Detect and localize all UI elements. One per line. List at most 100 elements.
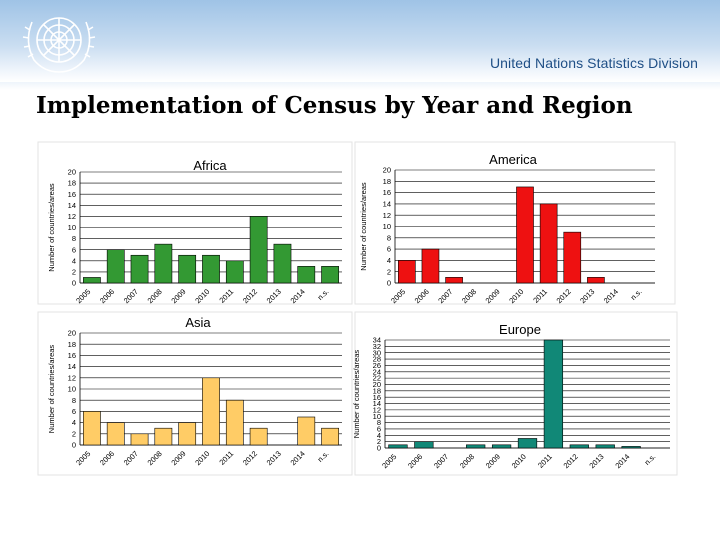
bar-2009 [178, 422, 197, 446]
y-tick-label: 20 [68, 329, 76, 338]
y-axis-label: Number of countries/areas [47, 183, 56, 272]
bar-2010 [202, 377, 220, 446]
header-fade [0, 82, 720, 90]
y-tick-label: 8 [377, 418, 381, 427]
y-tick-label: 2 [72, 429, 76, 438]
bar-ns [321, 427, 339, 446]
bar-2014 [621, 446, 641, 449]
slide-title: Implementation of Census by Year and Reg… [36, 92, 633, 119]
chart-panel [37, 311, 353, 476]
bar-2006 [414, 441, 434, 449]
bar-2009 [491, 444, 512, 449]
y-axis-label: Number of countries/areas [352, 350, 361, 439]
bar-2010 [516, 186, 534, 284]
bar-2006 [421, 248, 440, 284]
bar-2011 [225, 260, 244, 284]
un-emblem-icon [22, 17, 96, 73]
y-tick-label: 16 [373, 393, 381, 402]
y-tick-label: 20 [68, 168, 76, 177]
y-axis-label: Number of countries/areas [359, 182, 368, 271]
bar-2012 [249, 427, 268, 446]
header-band [0, 0, 720, 82]
y-tick-label: 18 [68, 179, 76, 188]
bar-2014 [297, 266, 316, 284]
y-tick-label: 4 [377, 431, 381, 440]
chart-europe: 0246810121416182022242628303234EuropeNum… [352, 311, 678, 476]
y-tick-label: 14 [383, 200, 391, 209]
y-tick-label: 18 [383, 177, 391, 186]
bar-2013 [273, 243, 292, 284]
y-tick-label: 32 [373, 342, 381, 351]
y-tick-label: 6 [72, 407, 76, 416]
bar-2005 [398, 260, 416, 284]
y-tick-label: 6 [387, 245, 391, 254]
y-tick-label: 18 [373, 386, 381, 395]
bar-2006 [106, 422, 125, 446]
y-tick-label: 34 [373, 336, 381, 345]
y-tick-label: 16 [68, 190, 76, 199]
bar-2007 [130, 254, 149, 284]
y-tick-label: 8 [72, 234, 76, 243]
y-tick-label: 14 [68, 201, 76, 210]
y-tick-label: 6 [72, 245, 76, 254]
bar-2006 [106, 249, 125, 284]
bar-2012 [563, 231, 582, 284]
chart-africa: 0 2 4 6 8 10 12 14 16 18 20 Africa Number of countri… [37, 141, 353, 305]
bar-2005 [388, 444, 408, 449]
y-tick-label: 20 [373, 380, 381, 389]
y-tick-label: 10 [383, 222, 391, 231]
y-tick-label: 12 [373, 405, 381, 414]
y-tick-label: 6 [377, 425, 381, 434]
bar-2008 [154, 427, 173, 446]
bar-2010 [517, 438, 538, 449]
y-tick-label: 4 [72, 256, 76, 265]
chart-america: 0 2 4 6 8 10 12 14 16 18 20 America Number of countr… [354, 141, 676, 305]
y-tick-label: 28 [373, 355, 381, 364]
y-tick-label: 12 [68, 373, 76, 382]
chart-title: Africa [193, 158, 227, 173]
bar-2010 [202, 254, 220, 284]
y-tick-label: 16 [68, 351, 76, 360]
bar-ns [321, 266, 339, 284]
chart-title: Europe [499, 322, 541, 337]
y-tick-label: 0 [377, 444, 381, 453]
chart-asia: 0 2 4 6 8 10 12 14 16 18 20 Asia Number of countries… [37, 311, 353, 476]
bar-2011 [225, 399, 244, 446]
bar-2005 [83, 277, 101, 284]
bar-2008 [154, 243, 173, 284]
y-tick-label: 2 [72, 268, 76, 277]
y-tick-label: 4 [387, 256, 391, 265]
bar-2007 [130, 433, 149, 446]
bar-2012 [249, 216, 268, 284]
bar-2011 [543, 339, 564, 449]
y-tick-label: 10 [373, 412, 381, 421]
y-tick-label: 2 [377, 437, 381, 446]
y-tick-label: 8 [387, 233, 391, 242]
bar-2007 [445, 277, 463, 284]
organization-name: United Nations Statistics Division [489, 55, 698, 71]
y-tick-label: 10 [68, 223, 76, 232]
bar-2009 [178, 254, 197, 284]
y-tick-label: 8 [72, 396, 76, 405]
y-tick-label: 14 [373, 399, 381, 408]
y-tick-label: 24 [373, 367, 381, 376]
chart-title: America [489, 152, 537, 167]
bar-2011 [539, 203, 558, 284]
bar-2008 [466, 444, 486, 449]
chart-title: Asia [185, 315, 211, 330]
y-tick-label: 14 [68, 362, 76, 371]
y-tick-label: 12 [383, 211, 391, 220]
y-tick-label: 20 [383, 166, 391, 175]
bar-2005 [83, 411, 101, 446]
y-tick-label: 12 [68, 212, 76, 221]
y-tick-label: 26 [373, 361, 381, 370]
y-tick-label: 22 [373, 374, 381, 383]
y-tick-label: 0 [72, 279, 76, 288]
y-tick-label: 18 [68, 340, 76, 349]
y-tick-label: 4 [72, 418, 76, 427]
y-tick-label: 10 [68, 385, 76, 394]
bar-2013 [587, 277, 605, 284]
bar-2012 [569, 444, 589, 449]
y-tick-label: 30 [373, 348, 381, 357]
